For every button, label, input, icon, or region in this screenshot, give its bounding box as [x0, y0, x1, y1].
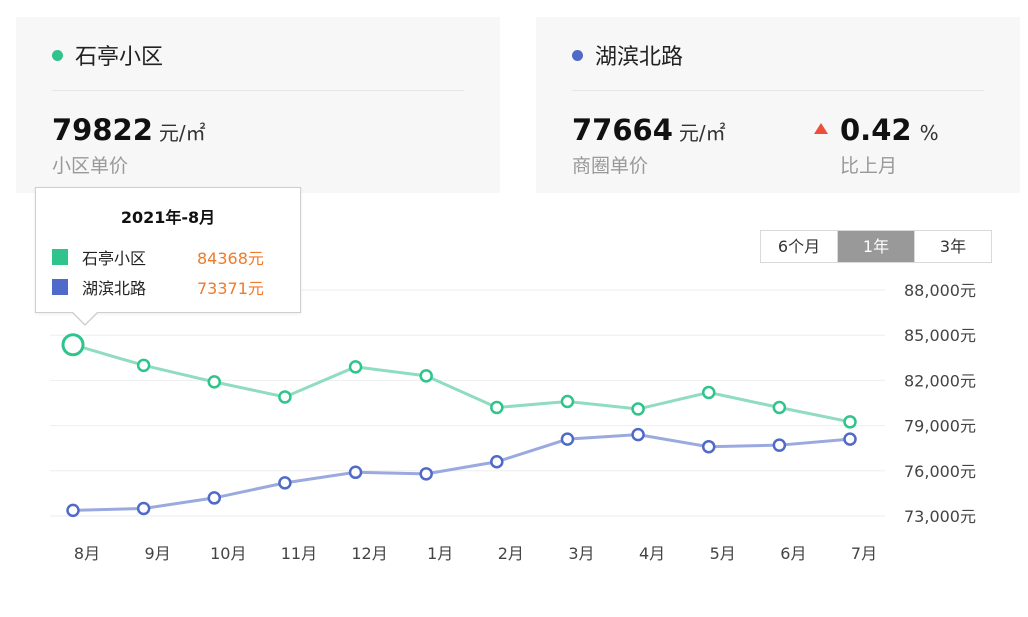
district-title: 湖滨北路: [572, 39, 683, 71]
y-tick-label: 76,000元: [904, 462, 976, 481]
data-point: [136, 501, 151, 516]
district-price-label: 商圈单价: [572, 155, 649, 177]
y-tick-label: 85,000元: [904, 326, 976, 345]
x-tick-label: 4月: [639, 544, 665, 563]
district-dot-icon: [572, 49, 583, 61]
tooltip-row-community: 石亭小区 84368元: [52, 245, 264, 269]
data-point: [136, 358, 151, 373]
x-tick-label: 9月: [145, 544, 171, 563]
tooltip-series-value: 73371元: [197, 279, 264, 298]
series-line: [72, 343, 851, 424]
data-point: [207, 491, 222, 505]
data-point: [772, 438, 787, 452]
y-tick-label: 82,000元: [904, 371, 976, 390]
tooltip-series-value: 84368元: [197, 249, 264, 268]
data-point: [419, 467, 433, 481]
range-tabs: 6个月 1年 3年: [760, 230, 992, 263]
tooltip-row-district: 湖滨北路 73371元: [52, 275, 264, 299]
x-tick-label: 11月: [281, 544, 317, 563]
y-tick-label: 79,000元: [904, 417, 976, 436]
community-price-value: 79822: [52, 113, 153, 147]
data-point: [701, 439, 716, 454]
data-point: [66, 503, 80, 518]
data-point: [278, 390, 292, 404]
data-point: [490, 455, 504, 469]
community-price-card: 石亭小区 79822 元/㎡ 小区单价: [16, 17, 500, 193]
data-point: [419, 369, 433, 383]
x-tick-label: 3月: [568, 544, 594, 563]
district-price-value: 77664: [572, 113, 673, 147]
y-tick-label: 88,000元: [904, 281, 976, 300]
x-tick-label: 1月: [427, 544, 453, 563]
y-tick-label: 73,000元: [904, 507, 976, 526]
data-point: [348, 360, 363, 374]
data-point: [631, 402, 645, 416]
x-tick-label: 10月: [210, 544, 246, 563]
x-tick-label: 2月: [498, 544, 524, 563]
series-line: [72, 433, 851, 512]
data-point: [560, 394, 575, 409]
data-point: [348, 465, 363, 480]
data-point: [207, 375, 222, 389]
data-point: [772, 400, 787, 415]
x-tick-label: 5月: [710, 544, 736, 563]
district-price: 77664 元/㎡: [572, 113, 726, 147]
month-change: 0.42 %: [814, 113, 939, 147]
data-point: [560, 432, 575, 446]
data-point: [843, 415, 857, 429]
district-name: 湖滨北路: [595, 45, 684, 70]
data-point: [490, 400, 504, 415]
tooltip-series-name: 石亭小区: [82, 249, 147, 268]
community-price-label: 小区单价: [52, 155, 129, 177]
community-dot-icon: [52, 49, 63, 61]
community-price: 79822 元/㎡: [52, 113, 206, 147]
community-name: 石亭小区: [75, 45, 164, 70]
change-unit: %: [919, 121, 939, 145]
x-tick-label: 8月: [74, 544, 100, 563]
x-tick-label: 6月: [780, 544, 806, 563]
tooltip-swatch-district: [52, 279, 68, 295]
change-value: 0.42: [840, 113, 912, 147]
data-point: [631, 427, 645, 442]
tooltip-swatch-community: [52, 249, 68, 265]
arrow-up-icon: [814, 123, 828, 134]
tab-3-years[interactable]: 3年: [914, 231, 991, 262]
card-divider: [52, 90, 464, 91]
data-point: [61, 333, 85, 357]
community-title: 石亭小区: [52, 39, 163, 71]
community-price-unit: 元/㎡: [158, 121, 206, 145]
card-divider: [572, 90, 984, 91]
district-price-unit: 元/㎡: [678, 121, 726, 145]
x-tick-label: 7月: [851, 544, 877, 563]
change-label: 比上月: [840, 155, 898, 177]
tooltip-series-name: 湖滨北路: [82, 279, 147, 298]
data-point: [843, 432, 857, 446]
tab-6-months[interactable]: 6个月: [761, 231, 837, 262]
x-tick-label: 12月: [351, 544, 387, 563]
data-point: [701, 385, 716, 400]
chart-tooltip: 2021年-8月 石亭小区 84368元 湖滨北路 73371元: [35, 187, 301, 326]
district-price-card: 湖滨北路 77664 元/㎡ 商圈单价 0.42 % 比上月: [536, 17, 1020, 193]
tab-1-year[interactable]: 1年: [837, 231, 914, 262]
data-point: [278, 476, 292, 490]
tooltip-title: 2021年-8月: [120, 208, 216, 227]
